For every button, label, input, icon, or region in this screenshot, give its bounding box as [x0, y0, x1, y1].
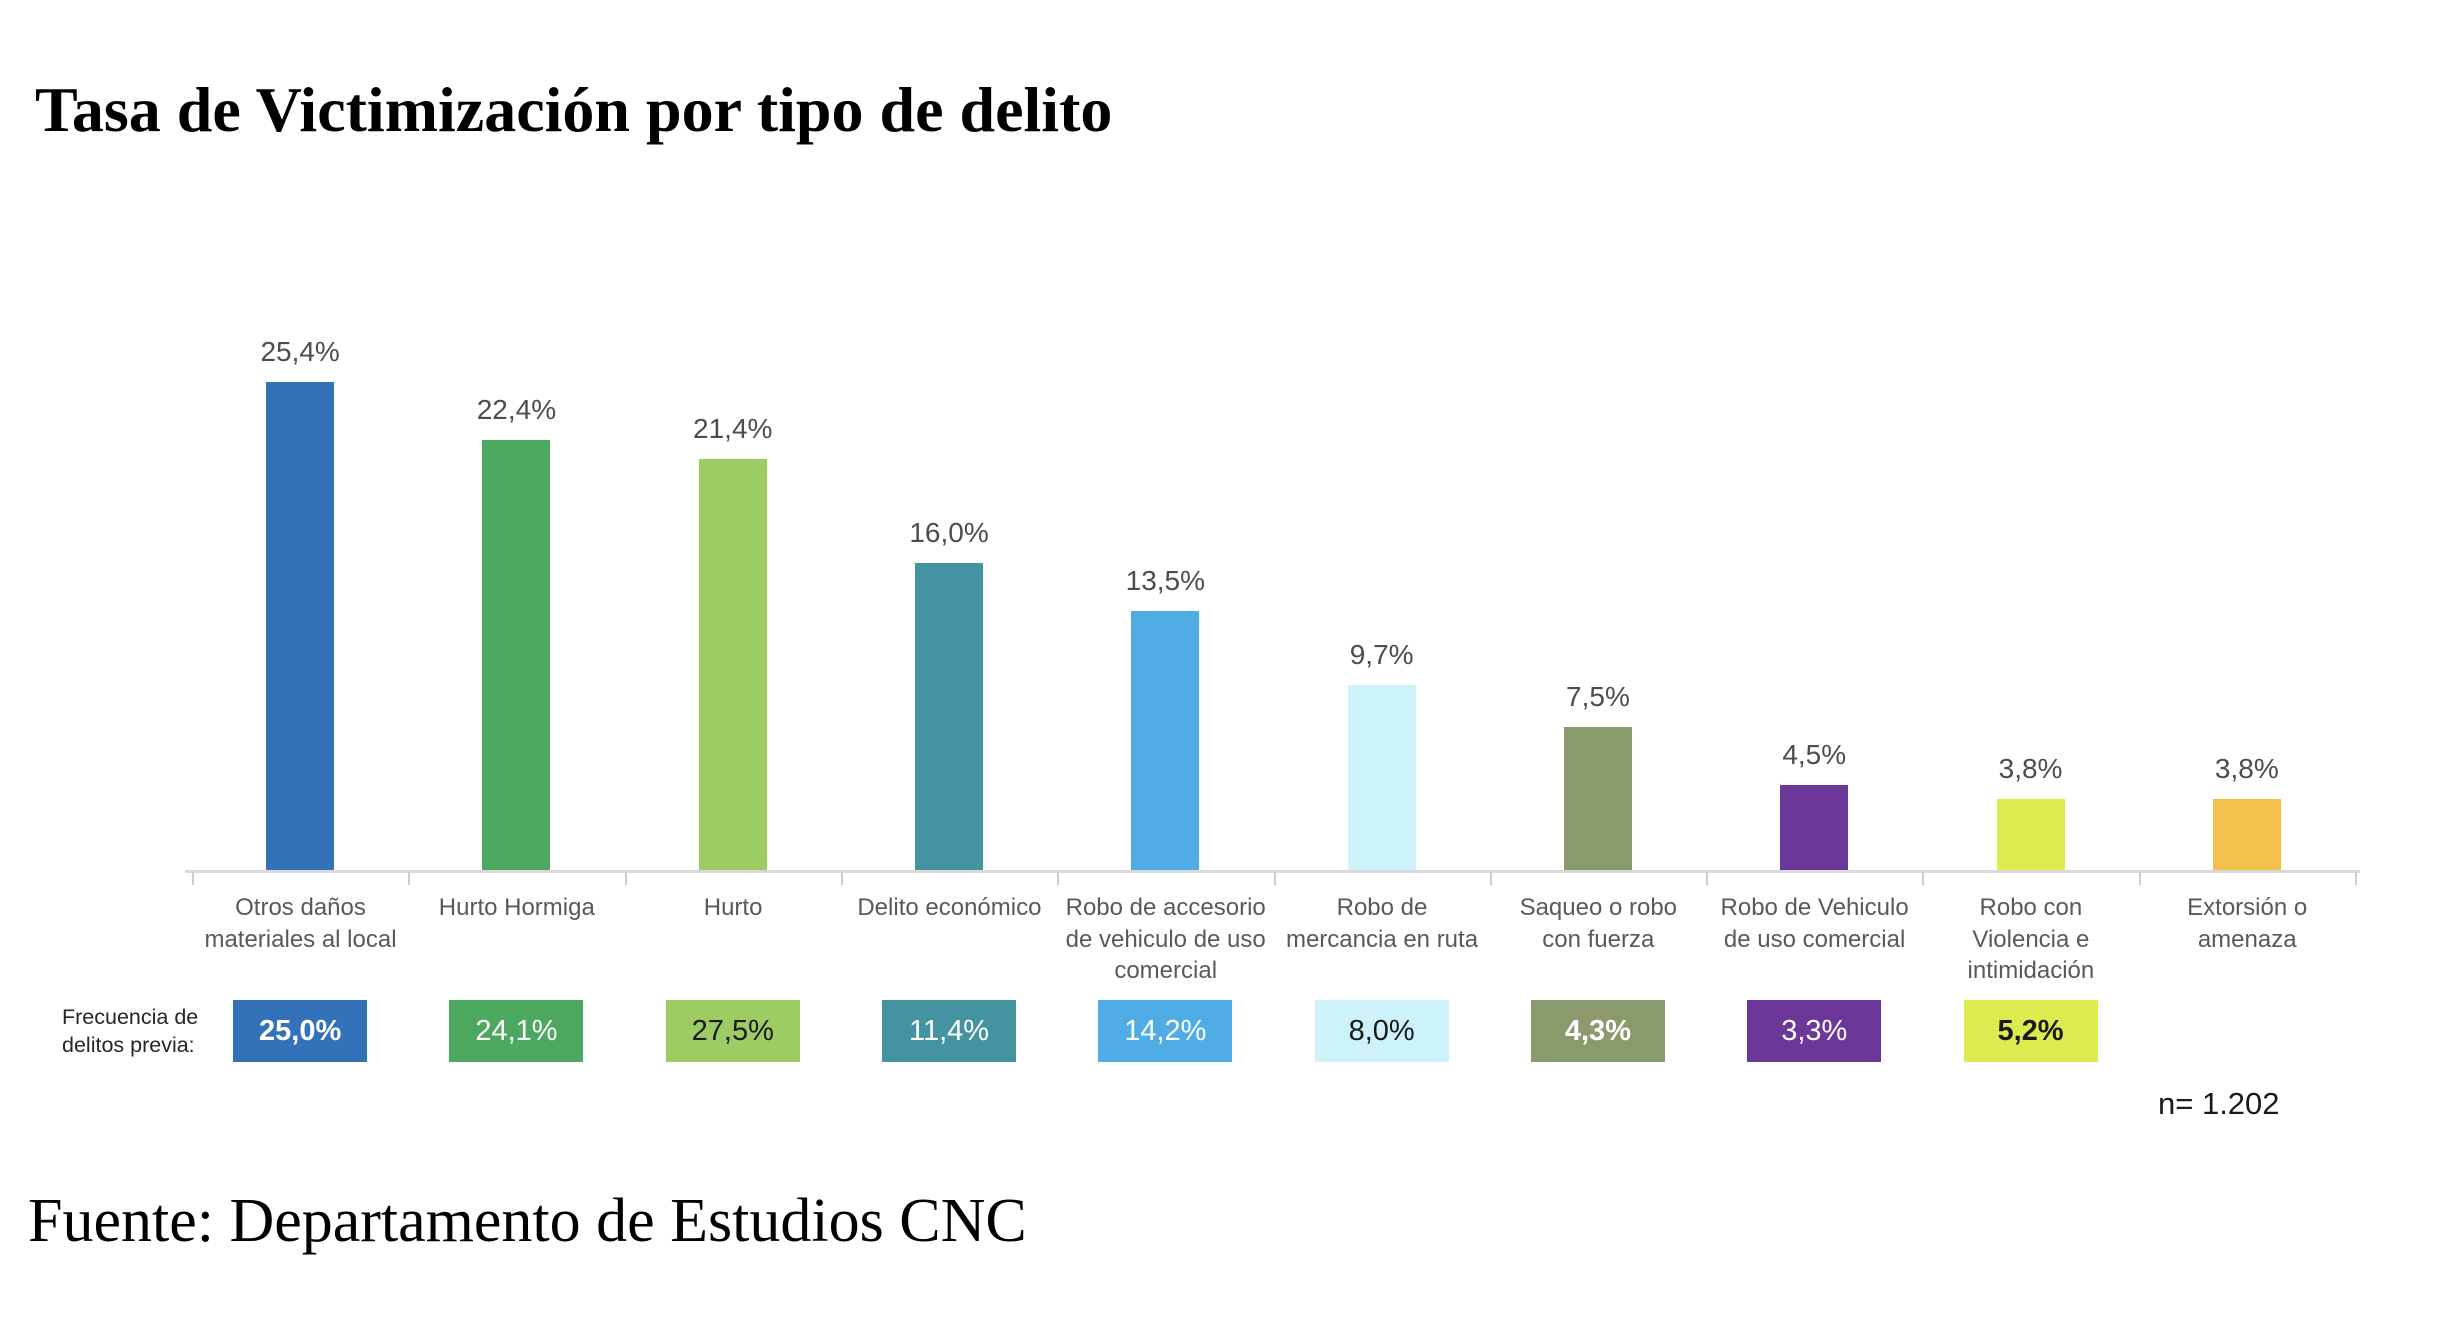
bar-value-label: 9,7%: [1349, 638, 1414, 670]
bar-value-label: 25,4%: [260, 335, 340, 367]
category-label: Hurto Hormiga: [438, 894, 595, 921]
category-label: Hurto: [703, 894, 763, 921]
category-label: Robo de Vehiculo de uso comercial: [1720, 894, 1909, 953]
category-label: Robo de mercancia en ruta: [1285, 894, 1479, 953]
bar: [1347, 684, 1416, 872]
frequency-badge: 27,5%: [665, 1000, 800, 1062]
axis-tick: [2355, 872, 2357, 885]
axis-tick: [1489, 872, 1492, 885]
bar: [1996, 798, 2065, 872]
axis-tick: [2138, 872, 2141, 885]
frequency-badge: 4,3%: [1530, 1000, 1665, 1062]
category-label: Extorsión o amenaza: [2187, 894, 2308, 953]
axis-tick: [624, 872, 627, 885]
frequency-badge: 8,0%: [1314, 1000, 1449, 1062]
frequency-badge: 24,1%: [449, 1000, 584, 1062]
frequency-badge: 25,0%: [233, 1000, 368, 1062]
bar-value-label: 3,8%: [2214, 752, 2279, 784]
bar-chart: 25,4% 22,4% 21,4% 16,0% 13,5% 9,7% 7,5% 4,5% 3,8…: [192, 220, 2356, 872]
category-label: Robo con Violencia e intimidación: [1967, 894, 2095, 985]
bar: [2212, 798, 2281, 872]
frequency-badge: 3,3%: [1747, 1000, 1882, 1062]
axis-tick: [1057, 872, 1060, 885]
bar-value-label: 16,0%: [909, 517, 989, 549]
bar: [1563, 727, 1632, 872]
bar-value-label: 21,4%: [693, 412, 773, 444]
axis-tick: [1922, 872, 1925, 885]
axis-tick: [840, 872, 843, 885]
bar: [915, 563, 984, 872]
axis-tick: [1706, 872, 1709, 885]
axis-tick: [192, 872, 194, 885]
frequency-badge: 11,4%: [882, 1000, 1017, 1062]
frequency-badge: 14,2%: [1098, 1000, 1233, 1062]
bar-value-label: 3,8%: [1998, 752, 2063, 784]
category-label: Saqueo o robo con fuerza: [1519, 894, 1678, 953]
category-label: Delito económico: [857, 894, 1042, 921]
frequency-badge: 5,2%: [1963, 1000, 2098, 1062]
bar: [1131, 611, 1200, 872]
bar-value-label: 22,4%: [476, 393, 557, 425]
bar: [482, 439, 551, 872]
frequency-row-label: Frecuencia de delitos previa:: [62, 1005, 199, 1057]
category-label: Otros daños materiales al local: [204, 894, 397, 953]
axis-tick: [1273, 872, 1276, 885]
x-axis-line: [185, 870, 2360, 873]
source-footer: Fuente: Departamento de Estudios CNC: [28, 1187, 1027, 1255]
bar: [266, 381, 335, 872]
bar: [1780, 785, 1849, 872]
category-label: Robo de accesorio de vehiculo de uso com…: [1065, 894, 1266, 985]
axis-tick: [408, 872, 411, 885]
bar: [698, 458, 767, 872]
sample-size-note: n= 1.202: [2158, 1086, 2280, 1121]
bar-value-label: 7,5%: [1566, 681, 1630, 713]
page-title: Tasa de Victimización por tipo de delito: [35, 73, 1113, 145]
bar-value-label: 13,5%: [1125, 565, 1206, 597]
bar-value-label: 4,5%: [1782, 739, 1847, 771]
